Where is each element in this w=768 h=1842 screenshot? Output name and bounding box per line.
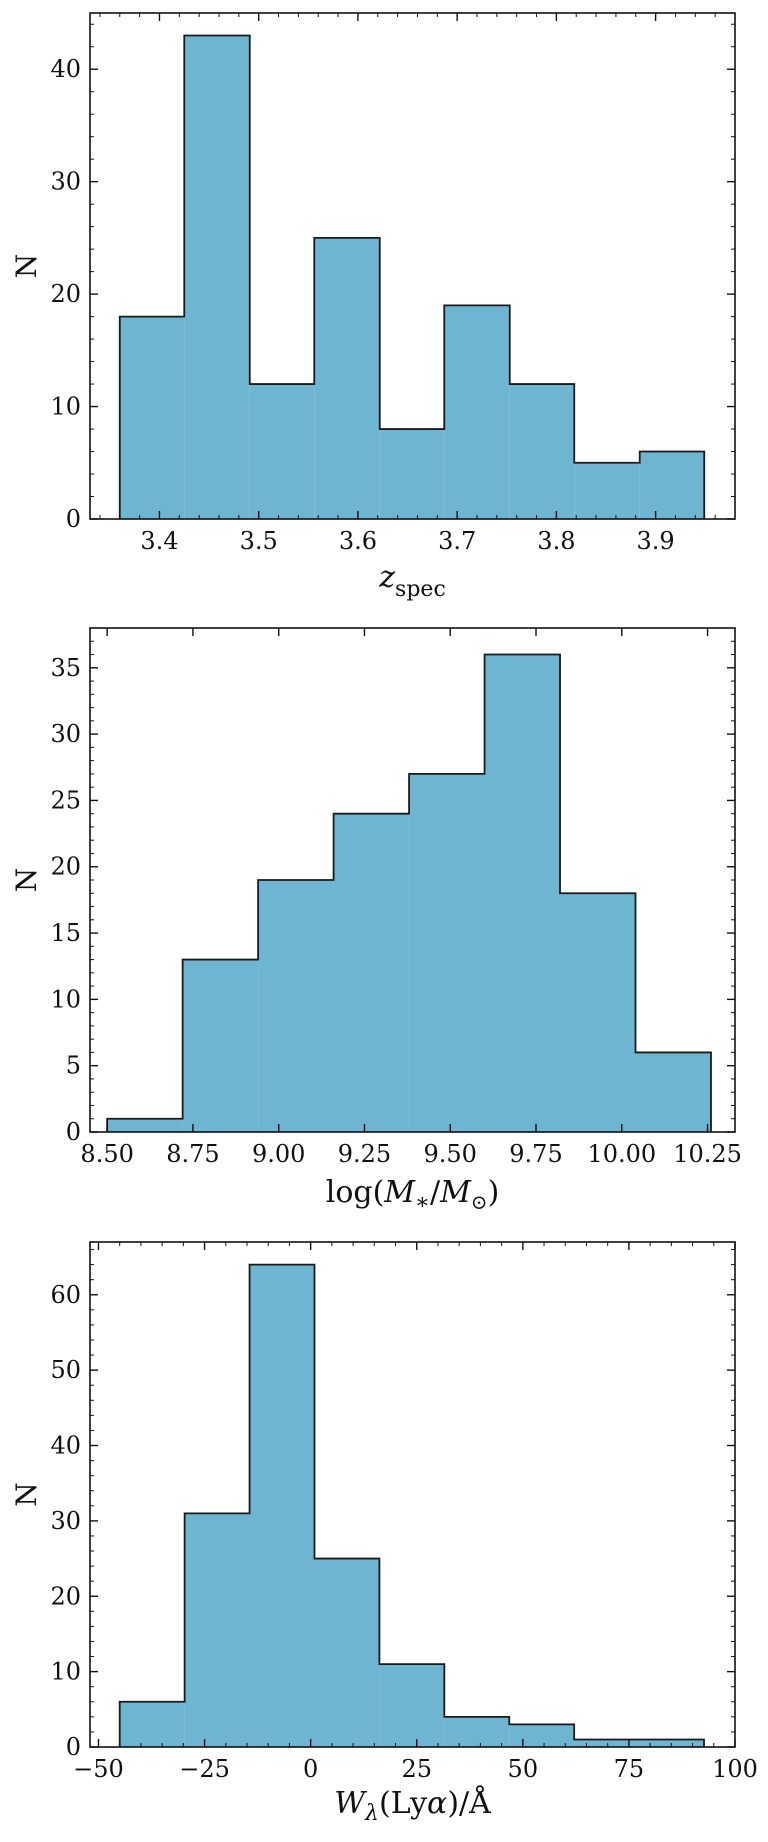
y-tick-label: 20	[50, 280, 81, 308]
histogram-bar	[119, 1701, 185, 1747]
x-tick-label: 9.50	[424, 1140, 477, 1168]
x-tick-label: −50	[73, 1755, 124, 1783]
x-tick-label: 25	[401, 1755, 432, 1783]
tick-labels: 8.50 8.75 9.00 9.25 9.50 9.75 10.00 10.25 0 5 10 15…	[50, 654, 741, 1168]
histogram-bar	[639, 451, 705, 519]
x-tick-label: 75	[614, 1755, 645, 1783]
plot-frame	[89, 1241, 736, 1748]
x-tick-label: 3.9	[637, 527, 675, 555]
y-axis-label: N	[10, 868, 43, 893]
y-tick-label: 25	[50, 786, 81, 814]
y-tick-label: 0	[66, 1118, 81, 1146]
histogram-bars	[118, 1263, 705, 1747]
x-tick-label: −25	[179, 1755, 230, 1783]
y-tick-label: 30	[50, 168, 81, 196]
plot-frame	[89, 12, 736, 520]
histogram-bar	[509, 1724, 575, 1747]
x-tick-label: 3.7	[438, 527, 476, 555]
tick-labels: 3.4 3.5 3.6 3.7 3.8 3.9 0 10 20 30 40	[50, 55, 674, 555]
axis-ticks	[90, 13, 736, 520]
y-tick-label: 15	[50, 919, 81, 947]
y-tick-label: 20	[50, 1582, 81, 1610]
histogram-bar	[333, 813, 410, 1132]
x-tick-label: 9.25	[338, 1140, 391, 1168]
y-axis-label: N	[10, 254, 43, 279]
histogram-outline	[106, 653, 712, 1132]
histogram-bars	[118, 34, 706, 519]
x-tick-label: 0	[303, 1755, 318, 1783]
x-tick-label: 8.75	[166, 1140, 219, 1168]
histogram-bar	[635, 1052, 711, 1132]
x-tick-label: 50	[508, 1755, 539, 1783]
y-axis-label: N	[10, 1482, 43, 1507]
axis-ticks	[90, 627, 735, 1133]
y-tick-label: 30	[50, 1507, 81, 1535]
x-tick-label: 3.6	[339, 527, 377, 555]
histogram-outline	[118, 34, 706, 519]
y-tick-label: 5	[66, 1052, 81, 1080]
y-tick-label: 10	[50, 393, 81, 421]
lya-equivalent-width-histogram-panel: −50 −25 0 25 50 75 100 0 10 20 30 40 50 60 N Wλ(Lyα)/…	[10, 1241, 758, 1826]
x-axis-label: zspec	[378, 560, 446, 602]
histogram-bars	[106, 653, 712, 1132]
histogram-bar	[560, 893, 636, 1132]
x-axis-label: Wλ(Lyα)/Å	[334, 1785, 491, 1826]
histogram-bar	[314, 237, 380, 519]
x-tick-label: 10.25	[673, 1140, 742, 1168]
histogram-bar	[258, 880, 334, 1132]
y-tick-label: 60	[50, 1281, 81, 1309]
tick-labels: −50 −25 0 25 50 75 100 0 10 20 30 40 50 60	[50, 1281, 757, 1783]
y-tick-label: 30	[50, 720, 81, 748]
y-tick-label: 10	[50, 1658, 81, 1686]
histogram-bar	[249, 1264, 315, 1747]
x-tick-label: 3.4	[140, 527, 178, 555]
histogram-bar	[314, 1558, 380, 1747]
x-tick-label: 10.00	[587, 1140, 656, 1168]
histogram-bar	[107, 1118, 183, 1132]
x-tick-label: 3.5	[240, 527, 278, 555]
histogram-bar	[444, 305, 510, 519]
histogram-bar	[444, 1716, 510, 1747]
histogram-bar	[249, 384, 315, 519]
histogram-outline	[118, 1263, 705, 1747]
histogram-bar	[509, 384, 575, 519]
histogram-bar	[119, 316, 185, 519]
x-tick-label: 9.75	[509, 1140, 562, 1168]
histogram-bar	[379, 429, 445, 519]
x-axis-label-subscript: spec	[395, 577, 446, 602]
y-tick-label: 35	[50, 654, 81, 682]
y-tick-label: 40	[50, 55, 81, 83]
y-tick-label: 50	[50, 1356, 81, 1384]
redshift-histogram-panel: 3.4 3.5 3.6 3.7 3.8 3.9 0 10 20 30 40 N zspec	[10, 12, 736, 602]
y-tick-label: 0	[66, 1733, 81, 1761]
histogram-bar	[379, 1664, 445, 1747]
x-tick-label: 100	[712, 1755, 758, 1783]
histogram-bar	[182, 959, 259, 1132]
histogram-bar	[484, 654, 561, 1132]
histogram-bar	[409, 773, 485, 1132]
y-tick-label: 0	[66, 505, 81, 533]
x-tick-label: 8.50	[80, 1140, 133, 1168]
histogram-bar	[184, 1513, 250, 1747]
y-tick-label: 40	[50, 1432, 81, 1460]
stellar-mass-histogram-panel: 8.50 8.75 9.00 9.25 9.50 9.75 10.00 10.25 0 5 10 15…	[10, 627, 742, 1215]
histogram-bar	[574, 1739, 640, 1747]
axis-ticks	[90, 1242, 736, 1748]
histogram-bar	[574, 462, 640, 519]
x-tick-label: 9.00	[252, 1140, 305, 1168]
y-tick-label: 20	[50, 853, 81, 881]
x-axis-label: log(M∗/M⊙)	[326, 1175, 500, 1215]
x-tick-label: 3.8	[537, 527, 575, 555]
y-tick-label: 10	[50, 985, 81, 1013]
histogram-bar	[184, 35, 250, 519]
